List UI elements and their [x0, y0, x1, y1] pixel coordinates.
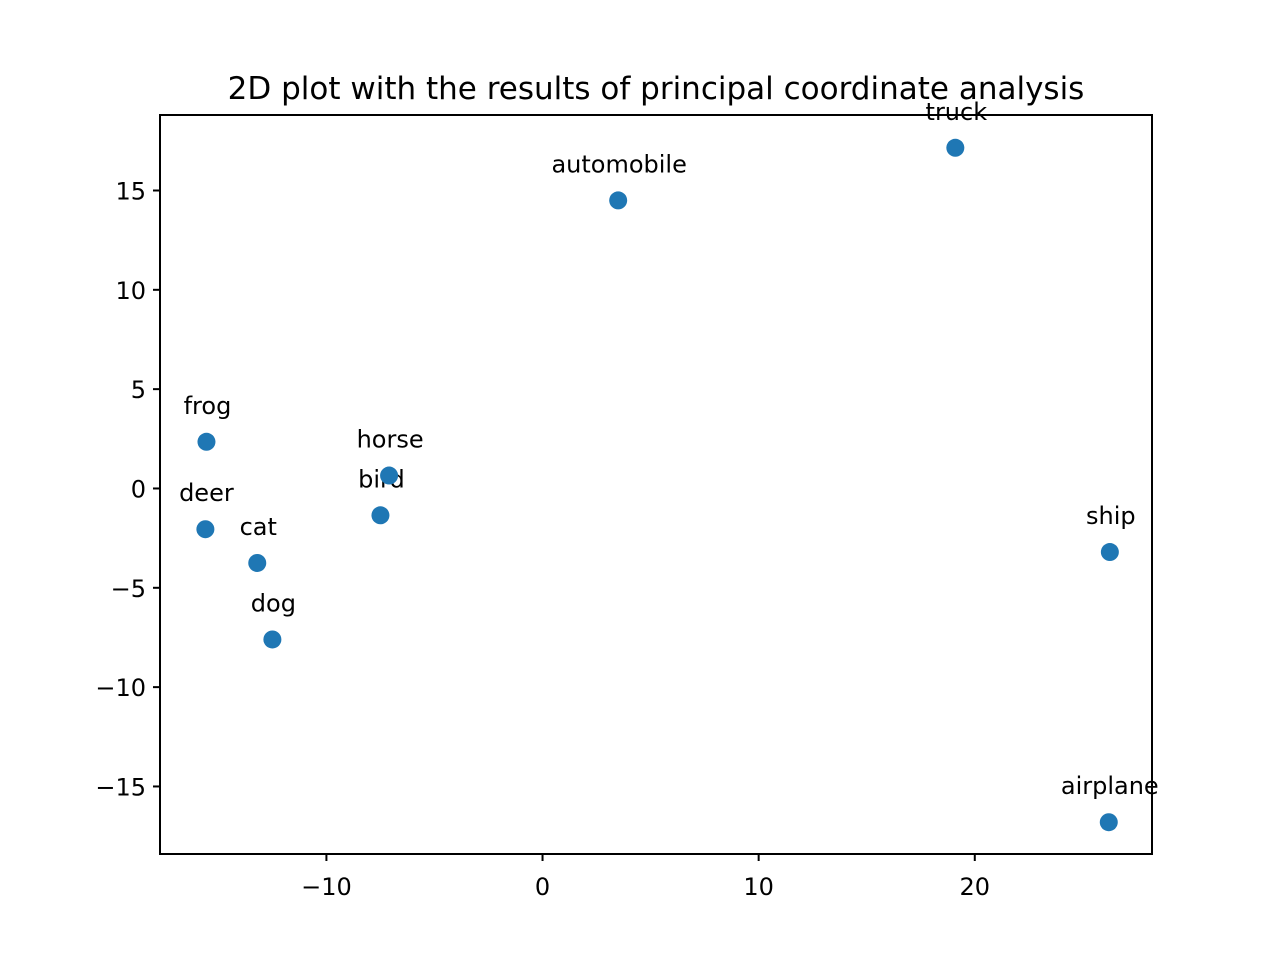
point-label: airplane: [1061, 772, 1159, 800]
x-tick-label: 0: [535, 873, 550, 901]
axes-frame: [159, 114, 1153, 855]
point-label: ship: [1086, 502, 1136, 530]
data-point: [371, 506, 390, 525]
point-label: automobile: [551, 150, 686, 178]
x-tick-label: −10: [301, 873, 352, 901]
point-label: deer: [179, 479, 234, 507]
point-label: horse: [357, 426, 424, 454]
point-label: cat: [240, 513, 277, 541]
x-tick-label: 20: [960, 873, 991, 901]
data-point: [380, 466, 399, 485]
y-tick-label: −15: [95, 773, 146, 801]
data-point: [263, 630, 282, 649]
y-tick-label: −5: [111, 575, 146, 603]
data-point: [196, 520, 215, 539]
y-tick-label: 5: [131, 376, 146, 404]
chart-title: 2D plot with the results of principal co…: [228, 71, 1085, 107]
y-tick-label: 15: [115, 177, 146, 205]
data-point: [248, 553, 267, 572]
data-point: [609, 191, 628, 210]
point-label: dog: [251, 589, 296, 617]
data-point: [946, 138, 965, 157]
y-tick-label: 10: [115, 277, 146, 305]
data-point: [1099, 813, 1118, 832]
data-point: [197, 432, 216, 451]
point-label: truck: [926, 98, 988, 126]
plot-area: −10 0 10 20 −15 −10 −5 0 5 10 15 airplane automobile…: [95, 98, 1158, 901]
point-label: frog: [184, 392, 232, 420]
y-tick-label: −10: [95, 674, 146, 702]
y-tick-label: 0: [131, 475, 146, 503]
x-tick-label: 10: [743, 873, 774, 901]
data-point: [1100, 543, 1119, 562]
